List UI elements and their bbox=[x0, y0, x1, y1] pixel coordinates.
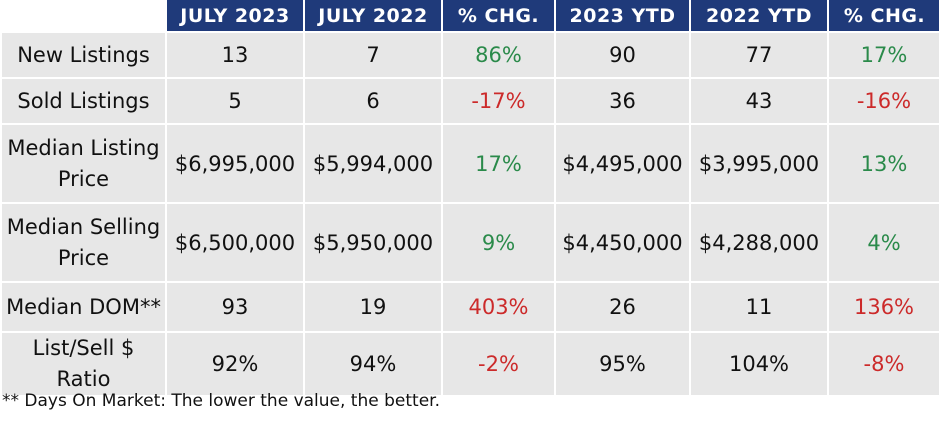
cell-ytd-change: -16% bbox=[827, 77, 939, 125]
row-label: New Listings bbox=[0, 31, 167, 79]
cell-monthly-change: 403% bbox=[441, 281, 556, 333]
cell-monthly-change: 9% bbox=[441, 202, 556, 283]
cell-2023-ytd: 95% bbox=[554, 331, 691, 397]
header-ytd-change: % CHG. bbox=[843, 4, 926, 27]
row-label: Median Listing Price bbox=[0, 123, 167, 204]
cell-2022-ytd: $4,288,000 bbox=[689, 202, 829, 283]
cell-2022-ytd: 104% bbox=[689, 331, 829, 397]
row-label: Sold Listings bbox=[0, 77, 167, 125]
footnote: ** Days On Market: The lower the value, … bbox=[2, 391, 440, 411]
table-row: Median Selling Price $6,500,000 $5,950,0… bbox=[0, 202, 939, 283]
cell-2023-ytd: 26 bbox=[554, 281, 691, 333]
table-row: List/Sell $ Ratio 92% 94% -2% 95% 104% -… bbox=[0, 331, 939, 397]
cell-monthly-change: 17% bbox=[441, 123, 556, 204]
cell-2022-ytd: $3,995,000 bbox=[689, 123, 829, 204]
table-row: New Listings 13 7 86% 90 77 17% bbox=[0, 31, 939, 79]
cell-2022-ytd: 77 bbox=[689, 31, 829, 79]
cell-2022-ytd: 43 bbox=[689, 77, 829, 125]
cell-july-2022: 7 bbox=[303, 31, 443, 79]
cell-july-2022: $5,994,000 bbox=[303, 123, 443, 204]
cell-july-2022: $5,950,000 bbox=[303, 202, 443, 283]
cell-july-2023: 93 bbox=[165, 281, 305, 333]
cell-ytd-change: 13% bbox=[827, 123, 939, 204]
market-stats-table: JULY 2023 JULY 2022 % CHG. 2023 YTD 2022… bbox=[0, 0, 939, 397]
row-label: Median DOM** bbox=[0, 281, 167, 333]
cell-july-2023: 5 bbox=[165, 77, 305, 125]
header-row: JULY 2023 JULY 2022 % CHG. 2023 YTD 2022… bbox=[1, 0, 939, 32]
table-row: Sold Listings 5 6 -17% 36 43 -16% bbox=[0, 77, 939, 125]
header-2023-ytd: 2023 YTD bbox=[555, 0, 691, 32]
cell-monthly-change: -2% bbox=[441, 331, 556, 397]
cell-2023-ytd: $4,450,000 bbox=[554, 202, 691, 283]
cell-july-2023: 92% bbox=[165, 331, 305, 397]
cell-2023-ytd: $4,495,000 bbox=[554, 123, 691, 204]
row-label: List/Sell $ Ratio bbox=[0, 331, 167, 397]
cell-ytd-change: 17% bbox=[827, 31, 939, 79]
row-label: Median Selling Price bbox=[0, 202, 167, 283]
header-monthly-change: % CHG. bbox=[442, 0, 556, 32]
table-row: Median Listing Price $6,995,000 $5,994,0… bbox=[0, 123, 939, 204]
cell-2023-ytd: 36 bbox=[554, 77, 691, 125]
header-corner bbox=[1, 0, 167, 32]
table-row: Median DOM** 93 19 403% 26 11 136% bbox=[0, 281, 939, 333]
cell-ytd-change: 4% bbox=[827, 202, 939, 283]
cell-ytd-change: -8% bbox=[827, 331, 939, 397]
header-july-2022: JULY 2022 bbox=[304, 0, 443, 32]
cell-july-2023: 13 bbox=[165, 31, 305, 79]
cell-july-2023: $6,995,000 bbox=[165, 123, 305, 204]
cell-july-2022: 94% bbox=[303, 331, 443, 397]
cell-july-2022: 6 bbox=[303, 77, 443, 125]
cell-2023-ytd: 90 bbox=[554, 31, 691, 79]
header-2022-ytd: 2022 YTD bbox=[690, 0, 829, 32]
cell-monthly-change: -17% bbox=[441, 77, 556, 125]
cell-2022-ytd: 11 bbox=[689, 281, 829, 333]
cell-ytd-change: 136% bbox=[827, 281, 939, 333]
header-july-2023: JULY 2023 bbox=[166, 0, 305, 32]
cell-july-2023: $6,500,000 bbox=[165, 202, 305, 283]
cell-monthly-change: 86% bbox=[441, 31, 556, 79]
cell-july-2022: 19 bbox=[303, 281, 443, 333]
